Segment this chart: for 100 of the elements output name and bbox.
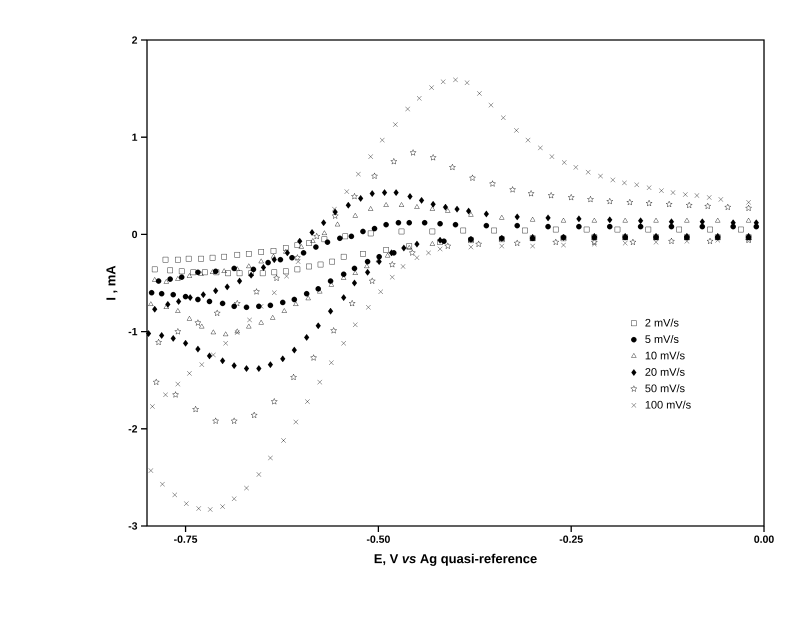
- point: [306, 264, 312, 270]
- point: [514, 240, 520, 246]
- point: [172, 391, 179, 398]
- point: [489, 180, 496, 187]
- point: [234, 300, 240, 306]
- point: [174, 328, 182, 334]
- point: [676, 226, 682, 232]
- point: [210, 254, 216, 261]
- point: [614, 226, 620, 232]
- point: [410, 149, 416, 156]
- point: [351, 193, 358, 200]
- point: [258, 249, 264, 255]
- point: [460, 228, 466, 234]
- point: [491, 228, 497, 234]
- legend-label: 50 mV/s: [645, 384, 685, 392]
- legend-label: 20 mV/s: [645, 368, 685, 376]
- point: [198, 256, 204, 262]
- point: [248, 270, 254, 276]
- legend-label: 100 mV/s: [646, 400, 691, 409]
- point: [348, 300, 356, 306]
- point: [390, 158, 398, 164]
- point: [221, 254, 227, 260]
- point: [340, 254, 346, 260]
- point: [398, 228, 404, 234]
- point: [270, 248, 276, 254]
- y-tick-label: -3: [128, 522, 138, 530]
- point: [389, 261, 396, 268]
- point: [186, 256, 192, 262]
- point: [430, 154, 436, 160]
- y-tick-label: 2: [132, 36, 138, 44]
- point: [155, 338, 162, 346]
- point: [626, 198, 634, 206]
- point: [528, 190, 534, 196]
- point: [360, 251, 366, 257]
- point: [368, 278, 376, 284]
- point: [329, 258, 335, 264]
- point: [253, 288, 260, 295]
- point: [469, 174, 476, 181]
- point: [522, 228, 528, 234]
- point: [294, 254, 301, 261]
- point: [706, 238, 714, 244]
- point: [175, 256, 181, 262]
- point: [283, 245, 289, 251]
- point: [342, 234, 348, 240]
- point: [306, 240, 312, 246]
- point: [310, 354, 317, 361]
- legend-label: 5 mV/s: [645, 334, 679, 344]
- point: [250, 412, 258, 418]
- point: [406, 243, 412, 249]
- point: [283, 268, 289, 274]
- point: [606, 198, 613, 204]
- point: [322, 236, 328, 242]
- point: [437, 239, 443, 245]
- point: [724, 204, 731, 210]
- point: [152, 266, 158, 272]
- point: [383, 247, 389, 253]
- point: [271, 270, 278, 276]
- point: [475, 240, 482, 247]
- legend-label: 10 mV/s: [646, 351, 685, 360]
- point: [686, 202, 692, 208]
- x-tick-label: -0.25: [560, 536, 583, 543]
- point: [668, 238, 675, 244]
- y-tick-label: 0: [132, 230, 138, 238]
- point: [704, 202, 711, 209]
- x-tick-label: 0.00: [754, 536, 774, 543]
- point: [371, 172, 378, 179]
- point: [271, 398, 278, 404]
- x-tick-label: -0.50: [366, 536, 390, 543]
- point: [202, 270, 208, 276]
- point: [738, 226, 744, 232]
- point: [290, 374, 297, 380]
- point: [630, 238, 636, 245]
- point: [444, 242, 452, 249]
- y-tick-label: -1: [128, 328, 138, 336]
- point: [153, 378, 160, 385]
- point: [430, 228, 436, 234]
- point: [162, 256, 168, 262]
- point: [294, 242, 300, 248]
- point: [260, 270, 266, 276]
- point: [548, 192, 554, 198]
- y-axis-title: I , mA: [106, 266, 118, 300]
- point: [568, 194, 574, 200]
- point: [236, 270, 242, 276]
- point: [552, 226, 559, 232]
- point: [167, 268, 173, 274]
- point: [707, 226, 713, 232]
- point: [234, 252, 240, 258]
- x-tick-label: -0.75: [174, 536, 198, 543]
- point: [409, 249, 416, 256]
- point: [214, 310, 220, 316]
- point: [646, 226, 652, 232]
- point: [646, 200, 652, 206]
- point: [178, 268, 184, 274]
- point: [230, 418, 238, 424]
- point: [246, 251, 252, 257]
- y-tick-label: 1: [132, 134, 138, 141]
- point: [313, 232, 320, 240]
- point: [294, 266, 300, 272]
- point: [190, 270, 196, 276]
- point: [192, 406, 199, 412]
